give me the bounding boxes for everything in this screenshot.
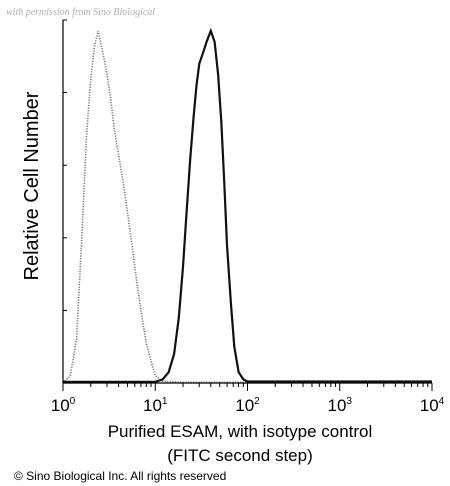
x-ticks bbox=[62, 383, 433, 391]
x-tick-labels: 100 101 102 103 104 bbox=[51, 396, 445, 415]
x-tick-label-base: 10 bbox=[328, 396, 347, 415]
plot-area bbox=[62, 27, 432, 384]
x-tick-label-exponent: 3 bbox=[346, 396, 352, 407]
x-tick-label-base: 10 bbox=[51, 396, 70, 415]
x-tick-label-base: 10 bbox=[235, 396, 254, 415]
x-tick-label-exponent: 2 bbox=[254, 396, 260, 407]
y-axis-title: Relative Cell Number bbox=[21, 91, 43, 280]
x-tick-label-exponent: 4 bbox=[439, 396, 445, 407]
x-tick-label-base: 10 bbox=[420, 396, 439, 415]
x-tick-label-exponent: 1 bbox=[162, 396, 168, 407]
x-tick-label: 104 bbox=[420, 396, 445, 415]
x-tick-label: 101 bbox=[143, 396, 168, 415]
purified-esam-curve bbox=[63, 27, 432, 383]
x-tick-label-base: 10 bbox=[143, 396, 162, 415]
x-axis-title-line-2: (FITC second step) bbox=[167, 446, 313, 465]
axes: 100 101 102 103 104 bbox=[51, 19, 445, 415]
y-ticks bbox=[63, 19, 67, 384]
x-tick-label: 103 bbox=[328, 396, 353, 415]
x-tick-label-exponent: 0 bbox=[70, 396, 76, 407]
x-tick-label: 102 bbox=[235, 396, 260, 415]
isotype-control-curve bbox=[62, 30, 432, 384]
x-axis-title-line-1: Purified ESAM, with isotype control bbox=[108, 422, 373, 441]
x-tick-label: 100 bbox=[51, 396, 76, 415]
watermark-text: with permission from Sino Biological bbox=[6, 7, 155, 18]
copyright-text: © Sino Biological Inc. All rights reserv… bbox=[14, 469, 226, 483]
